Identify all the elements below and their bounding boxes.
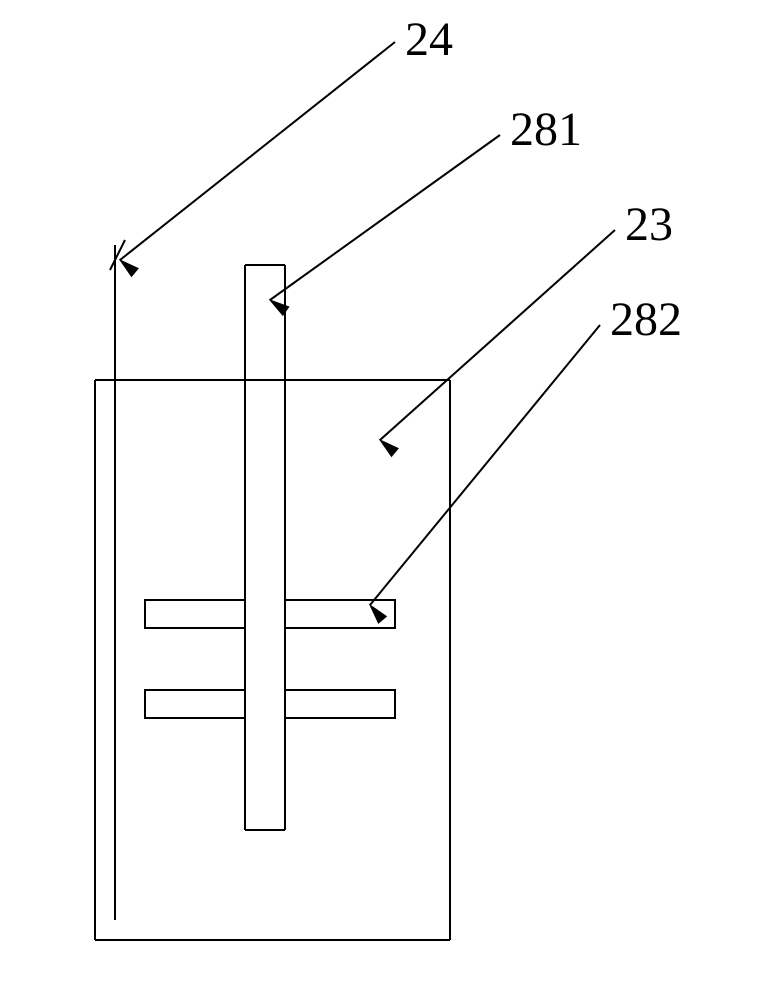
callout-label-282: 282: [610, 293, 682, 346]
callout-line-23: [380, 230, 615, 440]
diagram-canvas: 24 281 23 282: [0, 0, 765, 1000]
callout-arrow-23: [380, 440, 398, 456]
stirrer-blade-1-left: [145, 600, 245, 628]
callout-label-281: 281: [510, 103, 582, 156]
callout-line-24: [120, 42, 395, 260]
callout-arrow-282: [370, 605, 386, 623]
callout-arrow-24: [120, 260, 138, 276]
thermometer-tip: [110, 240, 125, 270]
callout-label-24: 24: [405, 13, 453, 66]
stirrer-blade-2-left: [145, 690, 245, 718]
stirrer-blade-2-right: [285, 690, 395, 718]
callout-line-281: [270, 135, 500, 300]
callout-line-282: [370, 325, 600, 605]
callout-label-23: 23: [625, 198, 673, 251]
